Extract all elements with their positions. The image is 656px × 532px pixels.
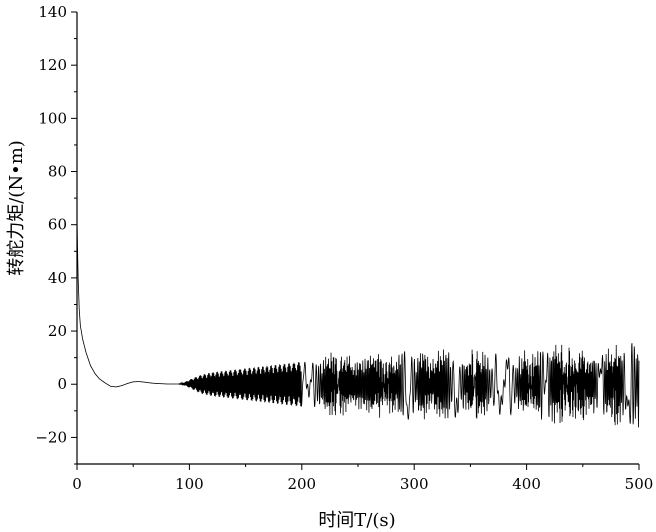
x-tick-label: 500 bbox=[625, 475, 654, 493]
y-tick-label: 0 bbox=[57, 375, 67, 393]
series-line bbox=[76, 219, 640, 428]
y-tick-label: 100 bbox=[38, 109, 67, 127]
plot-area bbox=[76, 219, 640, 428]
x-axis: 0 100 200 300 400 500 bbox=[72, 463, 654, 493]
x-axis-title: 时间T/(s) bbox=[318, 510, 395, 531]
x-tick-label: 400 bbox=[512, 475, 541, 493]
y-tick-label: 60 bbox=[48, 216, 67, 234]
x-tick-label: 0 bbox=[72, 475, 82, 493]
y-tick-label: 120 bbox=[38, 56, 67, 74]
y-tick-label: 80 bbox=[48, 163, 67, 181]
y-axis-title: 转舵力矩/(N•m) bbox=[6, 140, 27, 276]
x-tick-label: 300 bbox=[400, 475, 429, 493]
y-tick-label: 140 bbox=[38, 3, 67, 21]
x-tick-label: 100 bbox=[175, 475, 204, 493]
x-tick-label: 200 bbox=[287, 475, 316, 493]
y-tick-label: −20 bbox=[35, 428, 67, 446]
y-tick-label: 40 bbox=[48, 269, 67, 287]
y-axis: −20 0 20 40 60 80 100 120 140 bbox=[35, 3, 78, 465]
y-tick-label: 20 bbox=[48, 322, 67, 340]
